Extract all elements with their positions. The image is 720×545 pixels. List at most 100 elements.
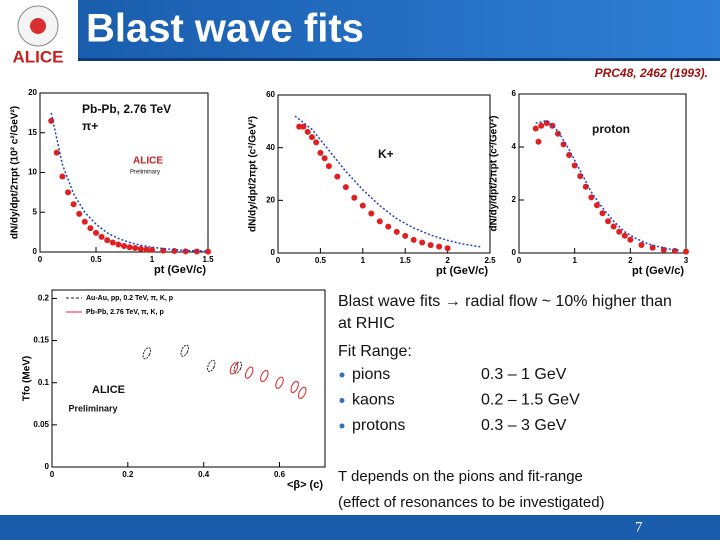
x-tick-label: 1 — [572, 256, 577, 265]
x-tick-label: 0.5 — [315, 256, 327, 265]
data-point — [427, 242, 434, 249]
data-point — [351, 194, 358, 201]
x-tick-label: 0.5 — [90, 255, 102, 264]
plot-frame — [518, 93, 687, 254]
annotation: K+ — [378, 147, 394, 161]
bullet-label: protons — [352, 417, 405, 434]
slide-title: Blast wave fits — [86, 7, 364, 51]
y-tick-label: 0 — [45, 462, 50, 471]
y-axis-label: dN/dy/dpt/2πpt (c²/GeV²) — [489, 116, 500, 232]
data-point — [599, 210, 606, 217]
data-point — [76, 210, 83, 217]
data-point — [304, 128, 311, 135]
bullet-value: 0.3 – 1 GeV — [481, 366, 567, 383]
annotation: Preliminary — [68, 403, 117, 413]
y-tick-label: 5 — [33, 207, 38, 216]
bullet-label: pions — [352, 366, 390, 383]
bullet-value: 0.2 – 1.5 GeV — [481, 392, 580, 409]
data-point — [532, 125, 539, 132]
data-point — [376, 218, 383, 225]
contour — [180, 344, 189, 357]
legend-label: Pb-Pb, 2.76 TeV, π, K, p — [86, 309, 164, 316]
data-point — [70, 201, 77, 208]
y-tick-label: 0 — [512, 248, 517, 257]
chart: 0 0.5 1 1.5 0 5 10 15 20 pt (GeV/c) dN/dy/dpt/2πpt… — [10, 88, 214, 276]
bullet-value: 0.3 – 3 GeV — [481, 417, 567, 434]
data-point — [610, 223, 617, 230]
data-point — [65, 189, 71, 196]
y-tick-label: 4 — [512, 142, 517, 151]
data-point — [683, 248, 689, 255]
data-point — [560, 141, 567, 148]
data-point — [81, 218, 88, 225]
y-axis-label: Tfo (MeV) — [22, 356, 33, 402]
data-point — [325, 163, 332, 170]
x-axis-label: pt (GeV/c) — [436, 265, 488, 277]
body-text: Fit Range: — [338, 343, 412, 360]
chart: 0 0.2 0.4 0.6 0 0.05 0.1 0.15 0.2 <β> (c) Tfo (MeV… — [22, 289, 326, 491]
data-point — [321, 155, 328, 162]
data-point — [87, 225, 94, 232]
annotation: Preliminary — [130, 170, 160, 176]
y-tick-label: 0.1 — [38, 378, 50, 387]
y-tick-label: 6 — [512, 89, 517, 98]
x-tick-label: 1 — [150, 255, 155, 264]
data-point — [313, 139, 320, 146]
data-point — [605, 218, 612, 225]
data-point — [588, 194, 595, 201]
y-tick-label: 20 — [266, 195, 275, 204]
data-point — [444, 245, 451, 252]
x-tick-label: 2 — [628, 256, 633, 265]
x-tick-label: 2 — [445, 256, 450, 265]
contour — [260, 369, 269, 383]
x-tick-label: 0 — [38, 255, 43, 264]
x-tick-label: 0 — [50, 470, 55, 479]
logo-core — [30, 18, 46, 34]
title-bar — [78, 0, 720, 58]
data-point — [627, 236, 634, 243]
logo: ALICE — [13, 5, 64, 66]
data-point — [593, 202, 600, 209]
x-axis-label: <β> (c) — [287, 479, 323, 491]
y-tick-label: 40 — [266, 143, 275, 152]
body-text: at RHIC — [338, 315, 395, 332]
contour — [229, 362, 239, 375]
x-tick-label: 0.2 — [122, 470, 134, 479]
bullet — [339, 423, 345, 429]
annotation: π+ — [82, 119, 98, 133]
data-point — [300, 123, 307, 130]
citation: PRC48, 2462 (1993). — [595, 66, 708, 80]
chart: 0 0.5 1 1.5 2 2.5 0 20 40 60 pt (GeV/c) dN/dy/dpt/2… — [248, 90, 496, 277]
x-tick-label: 1.5 — [400, 256, 412, 265]
contour — [142, 347, 152, 360]
x-axis-label: pt (GeV/c) — [154, 264, 206, 276]
y-tick-label: 20 — [28, 88, 37, 97]
y-tick-label: 0 — [33, 247, 38, 256]
legend-label: Au-Au, pp, 0.2 TeV, π, K, p — [86, 295, 173, 302]
chart: 0 1 2 3 0 2 4 6 pt (GeV/c) dN/dy/dpt/2πpt (c²/GeV… — [489, 89, 689, 277]
data-point — [143, 246, 150, 253]
logo-text: ALICE — [13, 47, 64, 66]
x-tick-label: 0 — [276, 256, 281, 265]
contour — [233, 361, 243, 374]
data-point — [53, 149, 60, 156]
data-point — [342, 184, 349, 191]
y-tick-label: 0 — [271, 248, 276, 257]
note-text: T depends on the pions and fit-range — [338, 468, 583, 485]
data-point — [368, 210, 375, 217]
note-text: (effect of resonances to be investigated… — [338, 494, 605, 511]
y-tick-label: 10 — [28, 168, 37, 177]
x-tick-label: 0.6 — [274, 470, 286, 479]
title-rule — [78, 58, 720, 61]
contour — [275, 376, 284, 389]
annotation: ALICE — [133, 156, 163, 167]
bullet — [339, 398, 345, 403]
data-point — [621, 232, 628, 239]
contour — [290, 380, 299, 394]
data-point — [126, 244, 133, 251]
fit-line — [535, 119, 681, 252]
data-point — [149, 246, 155, 253]
y-tick-label: 60 — [266, 90, 275, 99]
